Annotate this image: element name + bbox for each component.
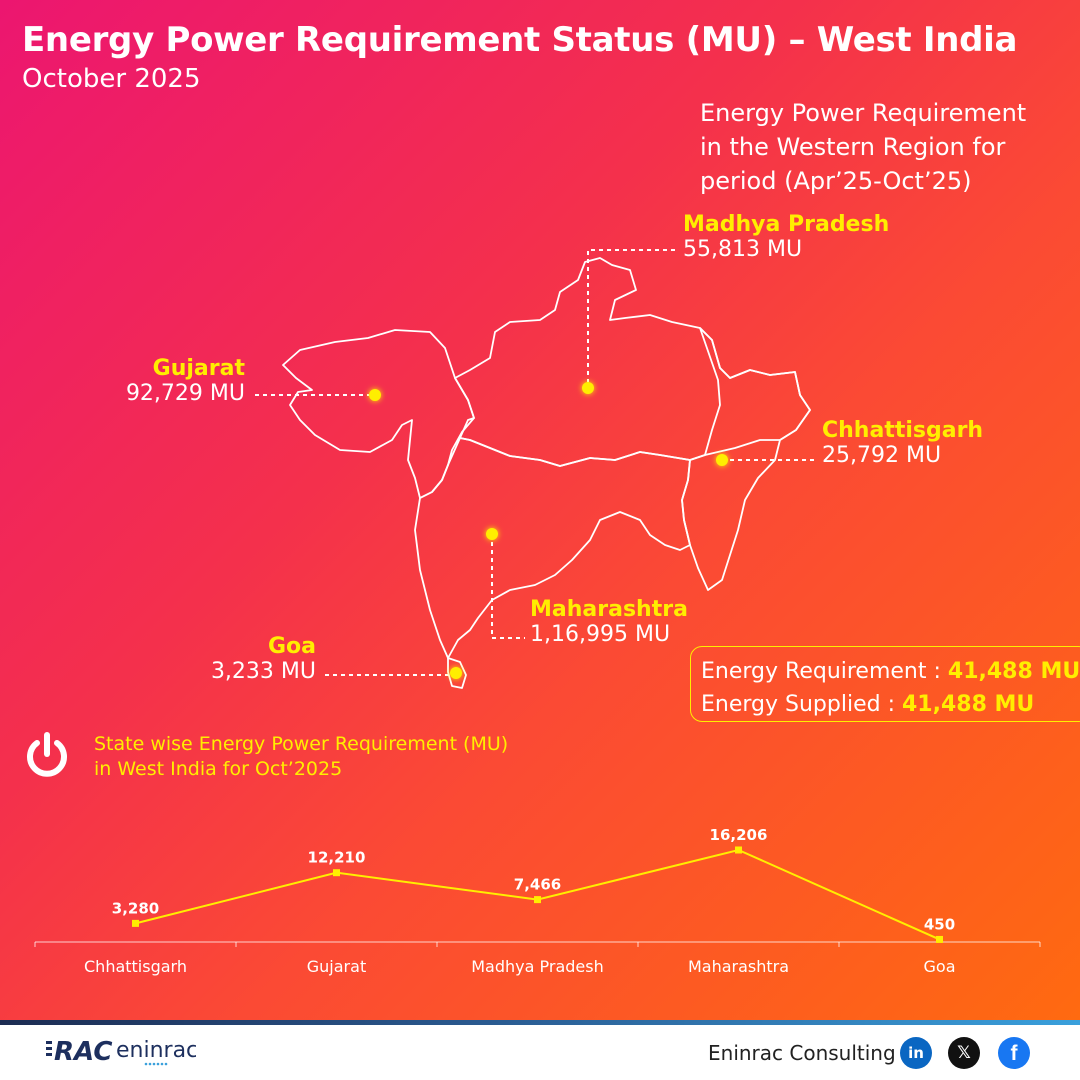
chhattisgarh-label: Chhattisgarh 25,792 MU <box>822 418 983 468</box>
footer: RAC eninrac Eninrac Consulting in 𝕏 f <box>0 1025 1080 1080</box>
energy-summary-box: Energy Requirement : 41,488 MU Energy Su… <box>690 646 1080 722</box>
data-labels: 3,280 12,210 7,466 16,206 450 <box>112 826 955 933</box>
data-point-goa <box>936 935 943 943</box>
goa-outline <box>447 657 467 689</box>
chart-title: State wise Energy Power Requirement (MU)… <box>94 732 508 782</box>
chhattisgarh-name: Chhattisgarh <box>822 418 984 443</box>
maharashtra-label: Maharashtra 1,16,995 MU <box>530 597 688 647</box>
gujarat-marker <box>369 389 381 401</box>
madhya-pradesh-outline <box>454 257 811 467</box>
madhya-pradesh-label: Madhya Pradesh 55,813 MU <box>683 212 889 262</box>
chart-title-line-1: State wise Energy Power Requirement (MU) <box>94 733 509 755</box>
madhya-pradesh-name: Madhya Pradesh <box>683 212 890 237</box>
madhya-pradesh-leader-line <box>587 249 675 388</box>
footer-divider <box>0 1020 1080 1025</box>
maharashtra-marker <box>486 528 498 540</box>
energy-supplied-value: 41,488 MU <box>901 692 1035 717</box>
energy-requirement-value: 41,488 MU <box>947 659 1080 684</box>
gujarat-name: Gujarat <box>152 356 245 381</box>
data-label-gujarat: 12,210 <box>308 849 366 867</box>
maharashtra-name: Maharashtra <box>530 597 688 622</box>
chart-title-line-2: in West India for Oct’2025 <box>94 758 343 780</box>
goa-label: Goa 3,233 MU <box>190 634 316 684</box>
energy-requirement-label: Energy Requirement : <box>701 659 941 684</box>
maharashtra-leader-line <box>491 534 525 639</box>
category-label-goa: Goa <box>924 957 956 976</box>
period-note-line-2: in the Western Region for <box>700 133 1006 161</box>
data-point-chhattisgarh <box>132 919 139 927</box>
logo-text: eninrac <box>116 1038 196 1063</box>
category-labels: Chhattisgarh Gujarat Madhya Pradesh Maharas… <box>84 957 955 976</box>
power-icon <box>27 732 67 777</box>
page-title: Energy Power Requirement Status (MU) – W… <box>22 20 1018 60</box>
data-point-madhya-pradesh <box>534 896 541 904</box>
x-axis-ticks <box>34 942 1041 947</box>
data-label-madhya-pradesh: 7,466 <box>514 876 561 894</box>
madhya-pradesh-value: 55,813 MU <box>683 237 803 262</box>
goa-name: Goa <box>267 634 316 659</box>
company-name: Eninrac Consulting <box>708 1041 896 1065</box>
line-chart: 3,280 12,210 7,466 16,206 450 Chhattisgarh Gu… <box>34 826 1041 976</box>
energy-supplied-label: Energy Supplied : <box>701 692 895 717</box>
category-label-madhya-pradesh: Madhya Pradesh <box>471 957 604 976</box>
data-label-maharashtra: 16,206 <box>710 826 768 844</box>
series-line <box>135 848 940 941</box>
logo-mark: RAC <box>54 1037 112 1067</box>
maharashtra-value: 1,16,995 MU <box>530 622 671 647</box>
gujarat-value: 92,729 MU <box>125 381 245 406</box>
eninrac-logo: RAC eninrac <box>46 1037 196 1067</box>
category-label-chhattisgarh: Chhattisgarh <box>84 957 187 976</box>
x-twitter-icon[interactable]: 𝕏 <box>948 1037 980 1069</box>
gujarat-label: Gujarat 92,729 MU <box>105 356 245 406</box>
period-note-line-1: Energy Power Requirement <box>700 99 1027 127</box>
chhattisgarh-marker <box>716 454 728 466</box>
madhya-pradesh-marker <box>582 382 594 394</box>
period-note-line-3: period (Apr’25-Oct’25) <box>700 167 972 195</box>
west-india-map <box>255 249 818 689</box>
chhattisgarh-value: 25,792 MU <box>822 443 942 468</box>
data-label-goa: 450 <box>924 915 955 933</box>
category-label-maharashtra: Maharashtra <box>688 957 789 976</box>
energy-supplied-row: Energy Supplied : 41,488 MU <box>701 688 1080 721</box>
period-note: Energy Power Requirement in the Western … <box>700 96 1050 198</box>
category-label-gujarat: Gujarat <box>307 957 366 976</box>
linkedin-icon[interactable]: in <box>900 1037 932 1069</box>
data-point-maharashtra <box>735 846 742 854</box>
data-points <box>132 846 943 943</box>
data-label-chhattisgarh: 3,280 <box>112 899 159 917</box>
page-subtitle: October 2025 <box>22 64 201 94</box>
maharashtra-outline <box>414 437 691 659</box>
infographic-poster: Energy Power Requirement Status (MU) – W… <box>0 0 1080 1022</box>
energy-requirement-row: Energy Requirement : 41,488 MU <box>701 655 1080 688</box>
facebook-icon[interactable]: f <box>998 1037 1030 1069</box>
goa-marker <box>450 667 462 679</box>
goa-value: 3,233 MU <box>210 659 316 684</box>
data-point-gujarat <box>333 869 340 877</box>
chhattisgarh-outline <box>681 327 811 591</box>
